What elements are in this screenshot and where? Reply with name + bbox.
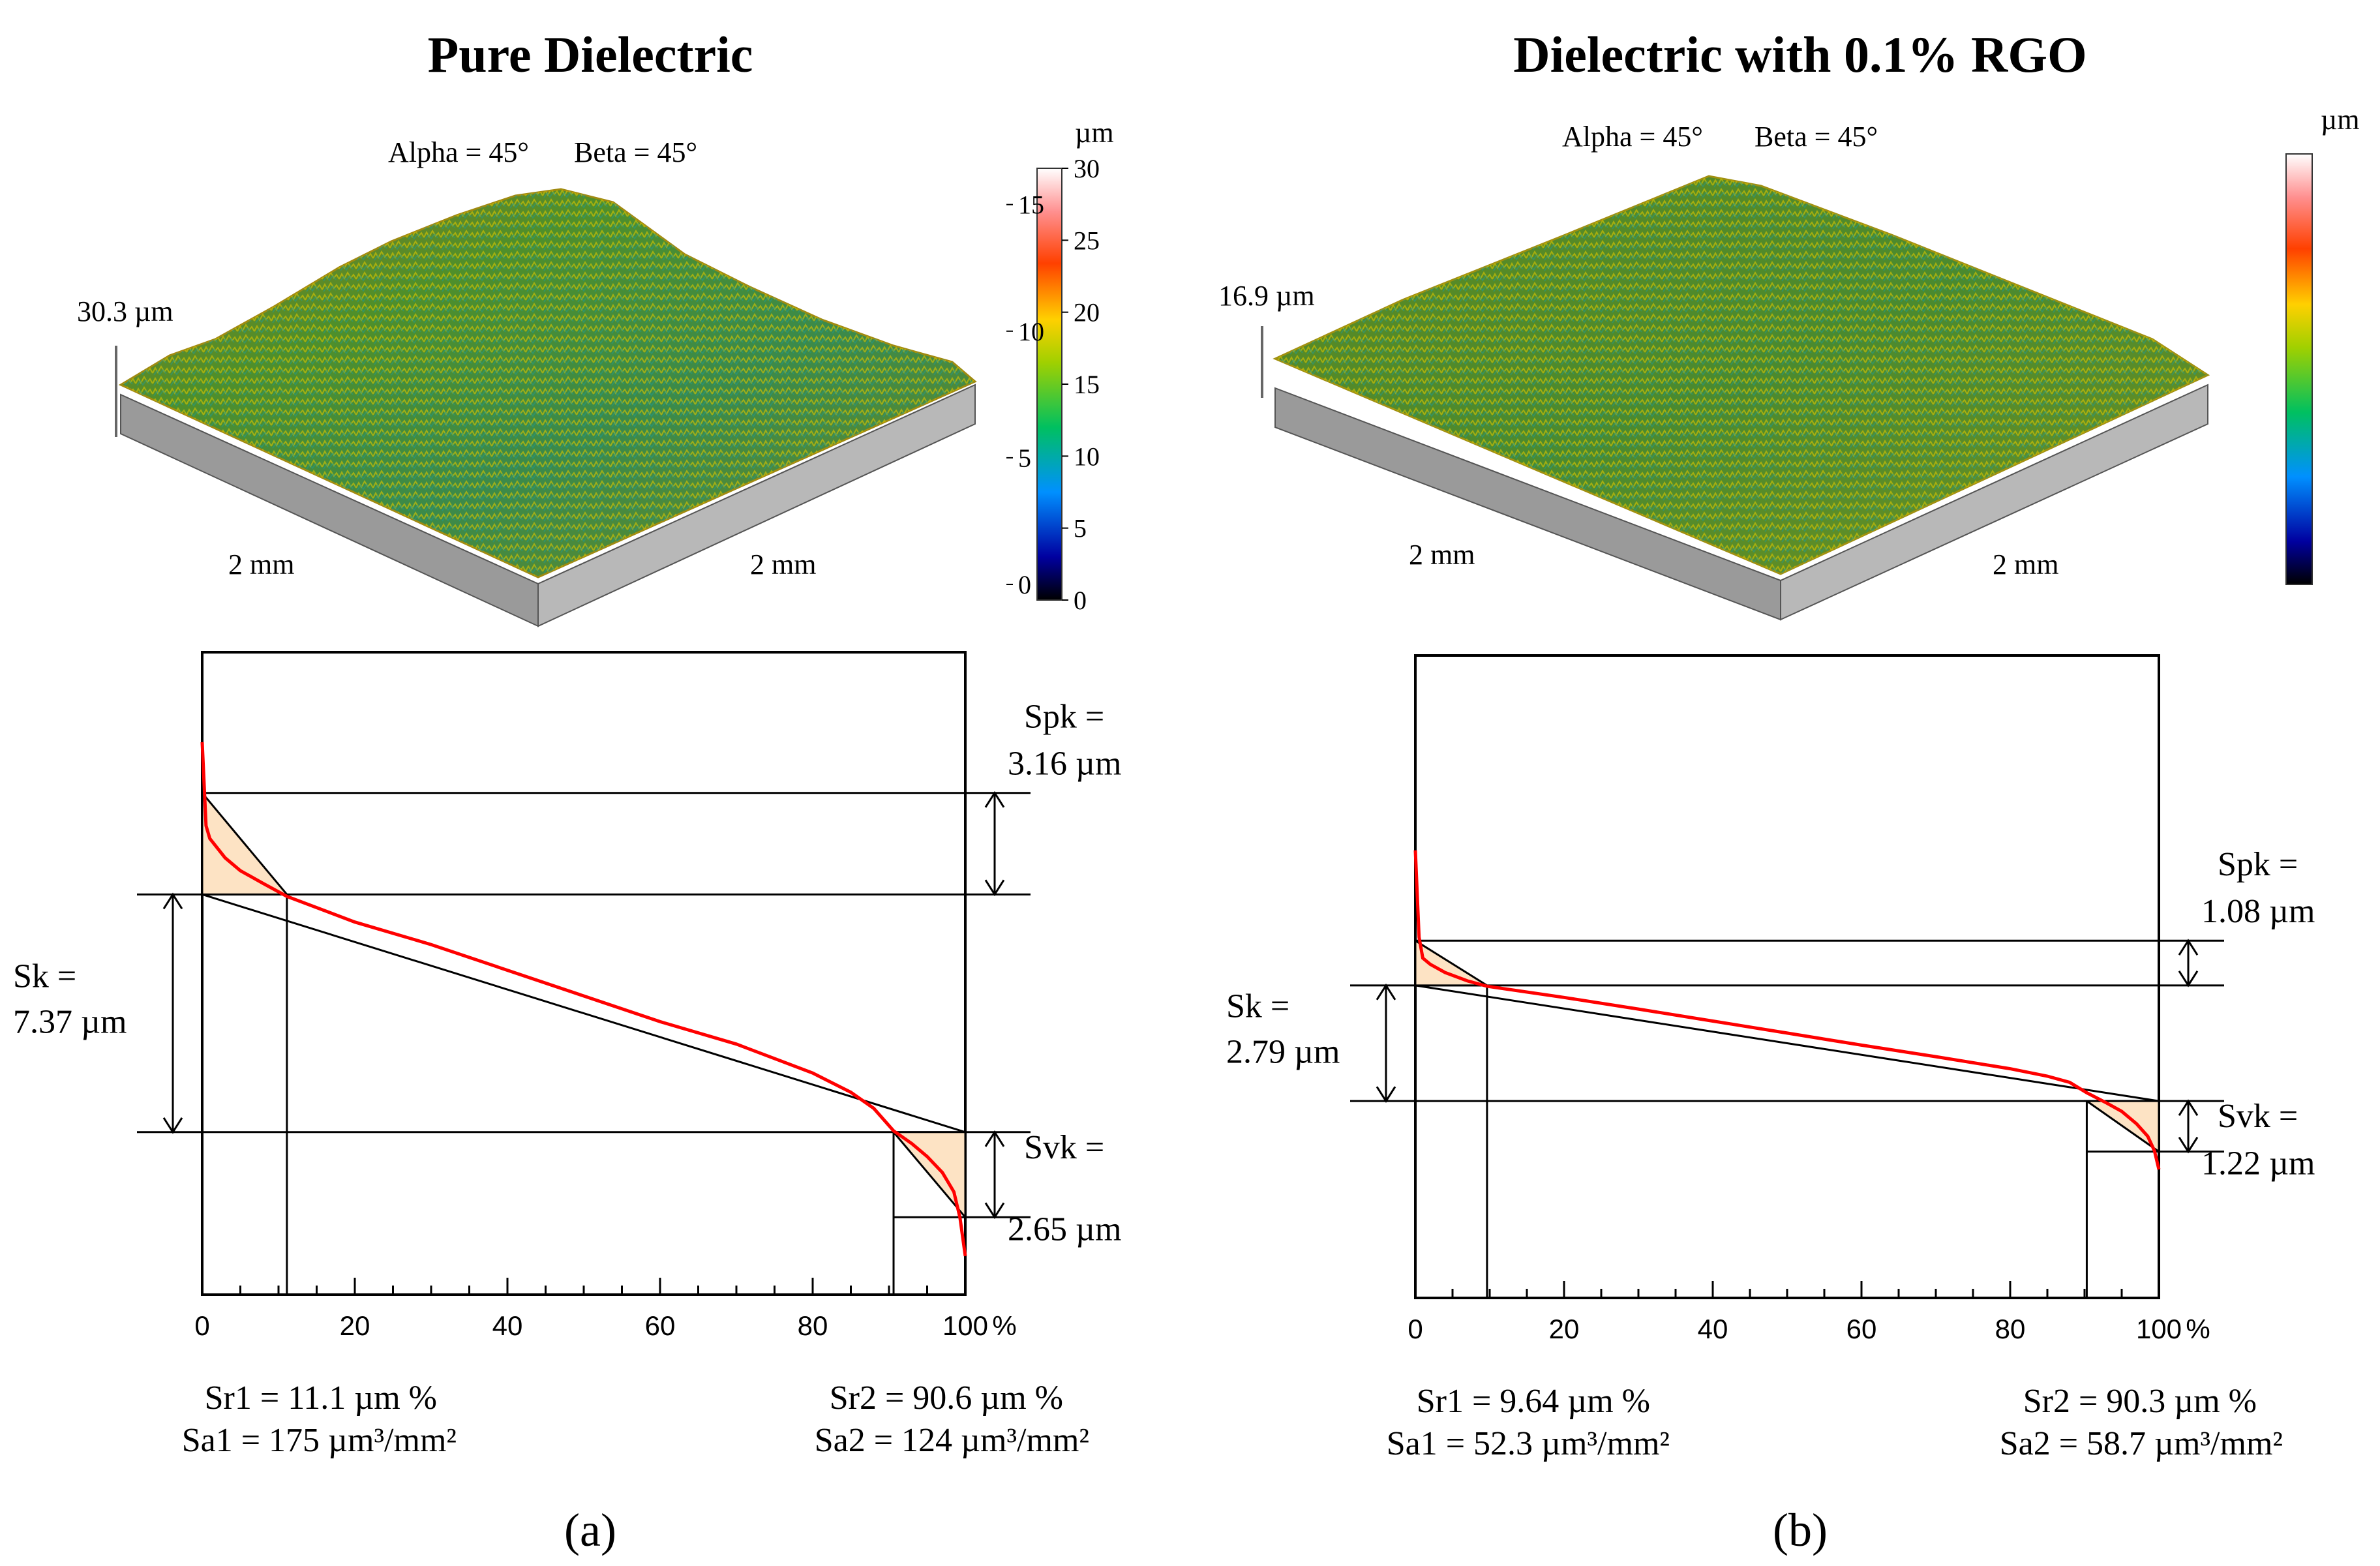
panel-b-beta-label: Beta = 45° <box>1755 121 1878 153</box>
panel-a-sr2-label: Sr2 = 90.6 µm % <box>830 1379 1063 1417</box>
panel-a-spk-label: Spk = <box>1024 699 1104 736</box>
panel-a-colorbar-tick-label: 10 <box>1074 442 1100 471</box>
panel-a-svk-label: Svk = <box>1024 1129 1104 1166</box>
panel-a-sa1-label: Sa1 = 175 µm³/mm² <box>182 1422 457 1459</box>
panel-a-label: (a) <box>564 1504 616 1556</box>
panel-b-svk-arrow-head-bottom <box>2178 1136 2199 1154</box>
panel-b-y-extent-label: 2 mm <box>1993 549 2058 580</box>
panel-a-alpha-label: Alpha = 45° <box>388 136 529 168</box>
panel-b-spk-arrow-head-top <box>2178 939 2199 956</box>
panel-a-sk-arrow-head-top <box>162 892 183 910</box>
panel-a-title: Pure Dielectric <box>428 26 753 83</box>
panel-a-base-right <box>537 384 976 627</box>
panel-a-sa2-label: Sa2 = 124 µm³/mm² <box>815 1422 1089 1459</box>
panel-b-spk-arrow-head-bottom <box>2178 971 2199 987</box>
panel-b-base-right <box>1780 384 2208 621</box>
panel-b-spk-label: Spk = <box>2218 846 2298 883</box>
panel-a-x-tick-label: 0 <box>194 1310 209 1341</box>
panel-a-colorbar-tick-label: 30 <box>1074 154 1100 183</box>
panel-a-svk-arrow-head-top <box>984 1130 1005 1147</box>
panel-b-x-unit: % <box>2186 1314 2210 1344</box>
panel-a-x-tick-label: 100 <box>942 1310 988 1341</box>
panel-a-x-unit: % <box>992 1310 1016 1341</box>
panel-b-x-tick-label: 100 <box>2136 1314 2182 1344</box>
panel-b-svk-value: 1.22 µm <box>2201 1145 2315 1182</box>
panel-b-core-line <box>1415 984 2160 1102</box>
panel-a-y-extent-label: 2 mm <box>750 549 816 580</box>
panel-b-abbott-chart: 0 20 40 60 80 100 % Spk = 1.08 µm Sk = 2.79 µm Svk … <box>1226 654 2315 1462</box>
panel-b-sa2-label: Sa2 = 58.7 µm³/mm² <box>2000 1425 2283 1462</box>
panel-b-x-tick-label: 0 <box>1408 1314 1423 1344</box>
panel-b-svk-label: Svk = <box>2218 1098 2298 1135</box>
panel-a-colorbar: µm 30 25 20 15 10 5 0 <box>1036 117 1114 615</box>
panel-b-colorbar-bar <box>2285 153 2313 585</box>
panel-a-sk-label: Sk = <box>13 958 76 995</box>
panel-b-colorbar-tick-label: 0 <box>1018 570 1031 599</box>
panel-b-svk-arrow-head-top <box>2178 1099 2199 1116</box>
panel-b-x-extent-label: 2 mm <box>1409 539 1475 571</box>
panel-a-colorbar-tick-label: 25 <box>1074 226 1100 255</box>
panel-b-x-tick-label: 60 <box>1846 1314 1877 1344</box>
panel-b-sk-value: 2.79 µm <box>1226 1033 1340 1070</box>
panel-a-spk-value: 3.16 µm <box>1008 745 1121 783</box>
panel-a-surface-texture <box>121 189 975 577</box>
panel-a-svk-value: 2.65 µm <box>1008 1211 1121 1248</box>
panel-b-sr1-label: Sr1 = 9.64 µm % <box>1417 1383 1650 1420</box>
panel-b-x-tick-label: 40 <box>1698 1314 1728 1344</box>
panel-b-peak-triangle <box>1414 939 1491 987</box>
panel-a-spk-arrow-head-top <box>984 791 1005 808</box>
panel-a-frame <box>201 651 967 1296</box>
panel-b-colorbar-tick-label: 15 <box>1018 190 1044 220</box>
panel-b-x-tick-label: 20 <box>1549 1314 1580 1344</box>
panel-a-sr1-label: Sr1 = 11.1 µm % <box>205 1379 437 1417</box>
panel-a-colorbar-tick-label: 15 <box>1074 370 1100 399</box>
panel-b-height-label: 16.9 µm <box>1218 280 1315 312</box>
panel-b-colorbar-tick-label: 5 <box>1018 444 1031 473</box>
panel-b-sa1-label: Sa1 = 52.3 µm³/mm² <box>1387 1425 1670 1462</box>
panel-b-abbott-curve <box>1413 850 2161 1170</box>
panel-a-svk-arrow-head-bottom <box>984 1202 1005 1220</box>
panel-b-sk-arrow-head-bottom <box>1376 1086 1396 1103</box>
panel-b-sr2-label: Sr2 = 90.3 µm % <box>2023 1383 2257 1420</box>
panel-b-x-tick-label: 80 <box>1995 1314 2026 1344</box>
panel-a-x-tick-label: 40 <box>492 1310 523 1341</box>
panel-b-surface-plot: Alpha = 45° Beta = 45° 16.9 µm 2 mm 2 mm <box>1218 121 2210 621</box>
panel-b-frame <box>1414 654 2160 1299</box>
panel-a-x-extent-label: 2 mm <box>228 549 294 580</box>
panel-a-sk-arrow-head-bottom <box>162 1117 183 1134</box>
panel-a-beta-label: Beta = 45° <box>574 136 697 168</box>
panel-a-abbott-chart: 0 20 40 60 80 100 % Spk = 3.16 µm Sk = 7.37 µm Svk … <box>13 651 1121 1459</box>
panel-a-spk-arrow-head-bottom <box>984 879 1005 897</box>
panel-a-colorbar-bar <box>1036 168 1062 601</box>
panel-a-colorbar-tick-label: 20 <box>1074 298 1100 327</box>
panel-b-spk-value: 1.08 µm <box>2201 893 2315 930</box>
panel-b-surface-texture <box>1275 176 2208 574</box>
panel-a-peak-triangle <box>201 790 290 896</box>
panel-a-x-tick-label: 20 <box>340 1310 370 1341</box>
panel-a-height-label: 30.3 µm <box>77 295 173 327</box>
panel-a-x-tick-label: 80 <box>798 1310 828 1341</box>
panel-b-colorbar-unit: µm <box>2321 104 2360 136</box>
panel-b-label: (b) <box>1773 1504 1828 1556</box>
panel-a-colorbar-tick-label: 5 <box>1074 514 1087 543</box>
panel-a-valley-triangle <box>891 1131 967 1220</box>
panel-a-x-tick-label: 60 <box>645 1310 676 1341</box>
panel-b-title: Dielectric with 0.1% RGO <box>1513 26 2086 83</box>
panel-a-sk-value: 7.37 µm <box>13 1004 127 1041</box>
panel-b-sk-arrow-head-top <box>1376 984 1396 1001</box>
panel-b-colorbar-tick-label: 10 <box>1018 317 1044 346</box>
panel-b-sk-label: Sk = <box>1226 987 1289 1025</box>
panel-a-surface-plot: Alpha = 45° Beta = 45° 30.3 µm 2 mm 2 mm <box>77 136 977 627</box>
panel-a-colorbar-unit: µm <box>1075 117 1114 149</box>
panel-a-core-line <box>202 893 966 1134</box>
panel-a-abbott-curve <box>200 742 967 1257</box>
panel-b-colorbar: µm 15 10 5 0 <box>1006 104 2360 599</box>
panel-b-valley-triangle <box>2083 1100 2160 1154</box>
panel-b-alpha-label: Alpha = 45° <box>1562 121 1703 153</box>
panel-a-colorbar-tick-label: 0 <box>1074 586 1087 615</box>
